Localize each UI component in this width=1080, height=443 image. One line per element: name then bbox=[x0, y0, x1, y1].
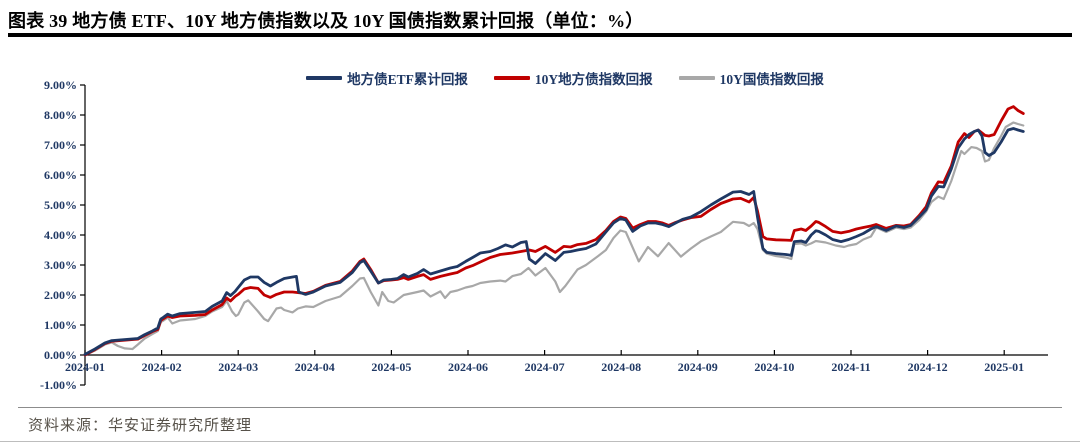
x-axis-tick-label: 2025-01 bbox=[984, 360, 1024, 374]
legend-line-swatch bbox=[678, 76, 715, 80]
y-axis-tick-label: 8.00% bbox=[44, 108, 77, 122]
x-axis-tick-label: 2024-11 bbox=[831, 360, 870, 374]
x-axis-tick-label: 2024-06 bbox=[448, 360, 488, 374]
title-underline bbox=[8, 33, 1072, 37]
x-axis-tick-label: 2024-03 bbox=[218, 360, 258, 374]
legend-line-swatch bbox=[493, 76, 530, 80]
x-axis-tick-label: 2024-09 bbox=[678, 360, 718, 374]
series-line-etf-cumulative-return bbox=[83, 127, 1025, 356]
x-axis-tick-label: 2024-10 bbox=[754, 360, 794, 374]
series-line-10y-govt-bond-index-return bbox=[83, 121, 1025, 357]
y-axis-tick-label: 5.00% bbox=[44, 198, 77, 212]
x-axis-tick-label: 2024-12 bbox=[908, 360, 948, 374]
legend-label: 10Y国债指数回报 bbox=[719, 72, 824, 87]
y-axis-tick-label: 0.00% bbox=[44, 348, 77, 362]
legend-label: 地方债ETF累计回报 bbox=[347, 72, 468, 87]
y-axis-tick-label: 4.00% bbox=[44, 228, 77, 242]
y-axis-tick-label: 2.00% bbox=[44, 288, 77, 302]
legend-item-10y-local-bond-index-return: 10Y地方债指数回报 bbox=[493, 68, 653, 88]
x-axis-tick-label: 2024-08 bbox=[601, 360, 641, 374]
x-axis-tick-label: 2024-02 bbox=[142, 360, 182, 374]
y-axis-tick-label: 6.00% bbox=[44, 168, 77, 182]
y-axis-tick-label: -1.00% bbox=[40, 378, 77, 392]
legend-item-10y-govt-bond-index-return: 10Y国债指数回报 bbox=[678, 68, 824, 88]
y-axis-tick-label: 3.00% bbox=[44, 258, 77, 272]
source-divider bbox=[18, 407, 1062, 408]
y-axis-tick-label: 7.00% bbox=[44, 138, 77, 152]
x-axis-tick-label: 2024-07 bbox=[525, 360, 565, 374]
y-axis-tick-label: 1.00% bbox=[44, 318, 77, 332]
chart-legend: 地方债ETF累计回报 10Y地方债指数回报 10Y国债指数回报 bbox=[85, 68, 1045, 88]
x-axis-tick-label: 2024-05 bbox=[371, 360, 411, 374]
source-note: 资料来源：华安证券研究所整理 bbox=[28, 418, 253, 434]
figure-title: 图表 39 地方债 ETF、10Y 地方债指数以及 10Y 国债指数累计回报（单… bbox=[8, 11, 644, 31]
y-axis-tick-label: 9.00% bbox=[44, 78, 77, 92]
legend-label: 10Y地方债指数回报 bbox=[534, 72, 653, 87]
legend-item-etf-cumulative-return: 地方债ETF累计回报 bbox=[306, 68, 468, 88]
x-axis-tick-label: 2024-04 bbox=[295, 360, 335, 374]
x-axis-tick-label: 2024-01 bbox=[65, 360, 105, 374]
legend-line-swatch bbox=[306, 76, 343, 80]
bottom-divider bbox=[0, 441, 1080, 442]
